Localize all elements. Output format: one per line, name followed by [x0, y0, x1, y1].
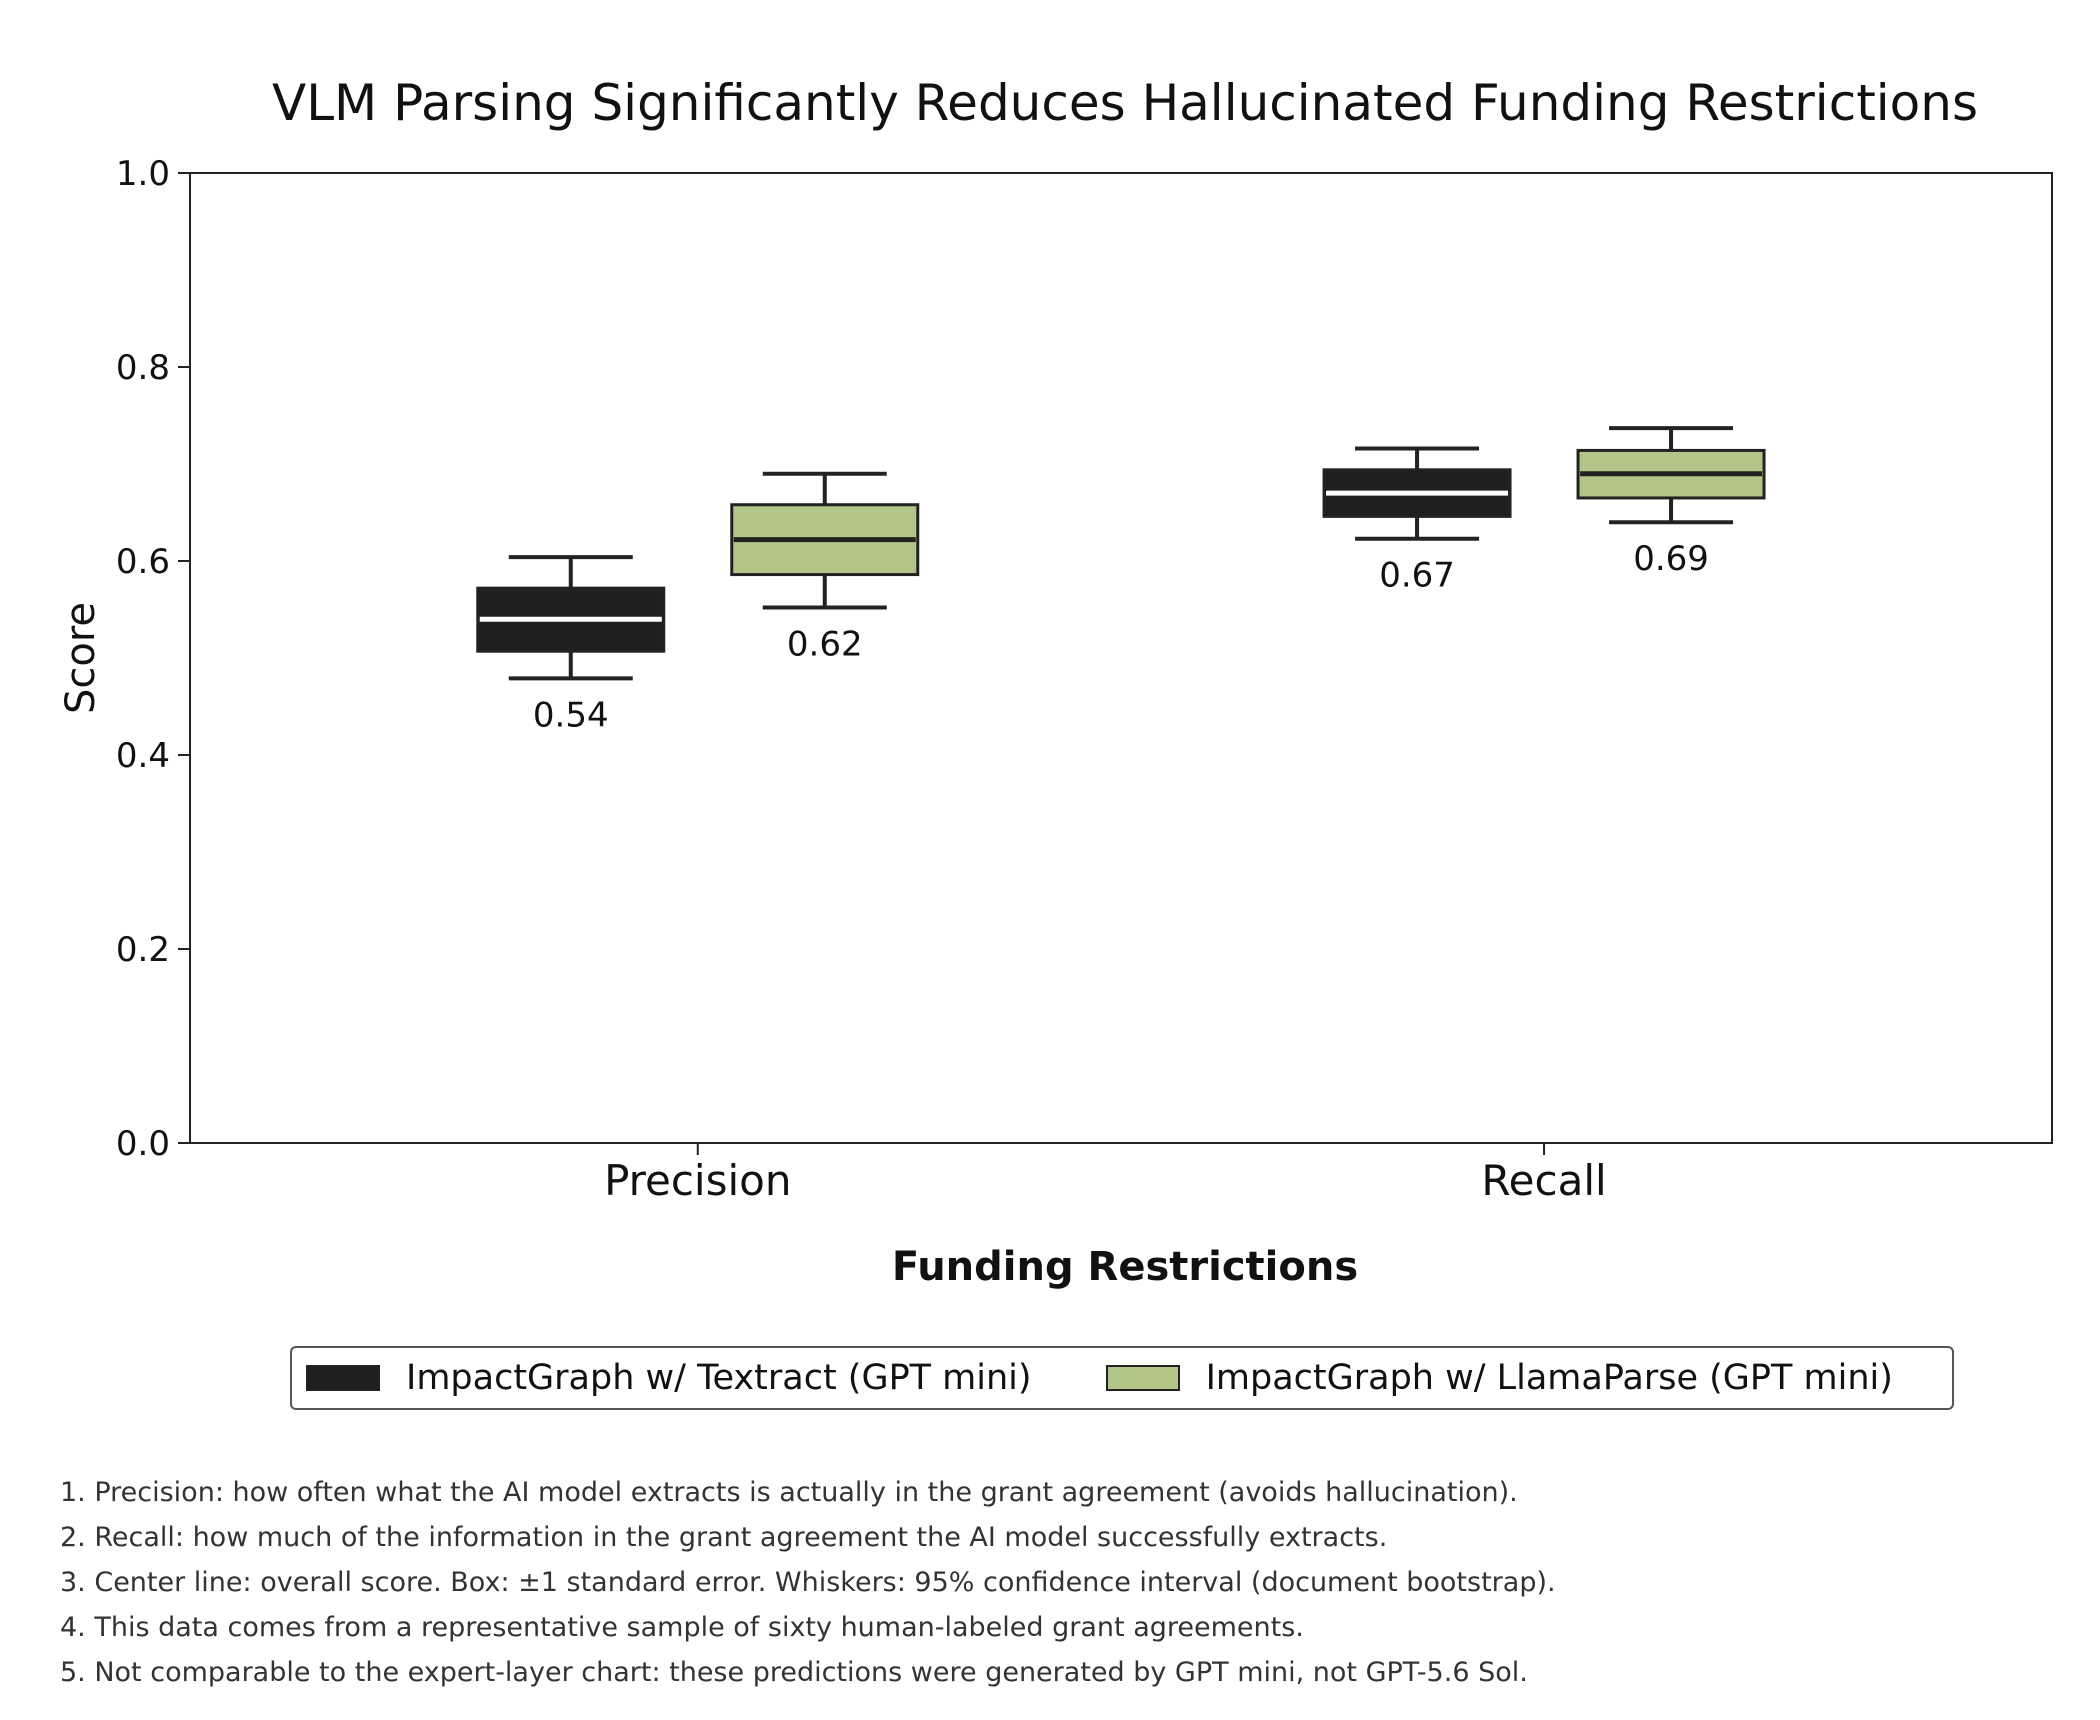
data-label: 0.62	[787, 625, 863, 665]
legend-item-textract: ImpactGraph w/ Textract (GPT mini)	[306, 1358, 1032, 1398]
box-0-0: 0.54	[476, 555, 666, 735]
x-axis: Precision Recall	[604, 1143, 1607, 1205]
legend-label-llamaparse: ImpactGraph w/ LlamaParse (GPT mini)	[1205, 1358, 1893, 1398]
footnotes: 1. Precision: how often what the AI mode…	[60, 1470, 2060, 1695]
footnote: 4. This data comes from a representative…	[60, 1612, 1304, 1643]
legend-swatch-textract	[306, 1365, 380, 1391]
legend-label-textract: ImpactGraph w/ Textract (GPT mini)	[406, 1358, 1032, 1398]
footnote: 5. Not comparable to the expert-layer ch…	[60, 1657, 1528, 1688]
legend-swatch-llamaparse	[1105, 1365, 1180, 1391]
data-label: 0.67	[1379, 556, 1455, 596]
legend: ImpactGraph w/ Textract (GPT mini) Impac…	[290, 1346, 1954, 1410]
box-plot-chart: VLM Parsing Significantly Reduces Halluc…	[58, 74, 2053, 1290]
footnote: 2. Recall: how much of the information i…	[60, 1522, 1388, 1553]
box-1-1: 0.69	[1576, 426, 1766, 579]
y-tick-label: 0.8	[116, 348, 170, 388]
y-tick-label: 0.6	[116, 542, 170, 582]
footnote: 3. Center line: overall score. Box: ±1 s…	[60, 1567, 1556, 1598]
box-series: 0.54 0.67 0.62 0.69	[476, 426, 1766, 735]
plot-area	[189, 172, 2053, 1144]
data-label: 0.54	[533, 695, 609, 735]
legend-item-llamaparse: ImpactGraph w/ LlamaParse (GPT mini)	[1105, 1358, 1893, 1398]
x-tick-label: Precision	[604, 1156, 791, 1205]
y-tick-label: 0.2	[116, 930, 170, 970]
y-axis-label: Score	[58, 602, 104, 714]
y-tick-label: 0.4	[116, 736, 170, 776]
y-tick-label: 1.0	[116, 154, 170, 194]
chart-title: VLM Parsing Significantly Reduces Halluc…	[272, 74, 1978, 132]
box-0-1: 0.67	[1322, 446, 1512, 596]
data-label: 0.69	[1633, 539, 1709, 579]
y-axis: 0.0 0.2 0.4 0.6 0.8 1.0	[116, 154, 190, 1164]
x-tick-label: Recall	[1481, 1156, 1606, 1205]
box-1-0: 0.62	[730, 471, 920, 665]
y-tick-label: 0.0	[116, 1124, 170, 1164]
footnote: 1. Precision: how often what the AI mode…	[60, 1477, 1518, 1508]
x-axis-label: Funding Restrictions	[892, 1244, 1358, 1290]
